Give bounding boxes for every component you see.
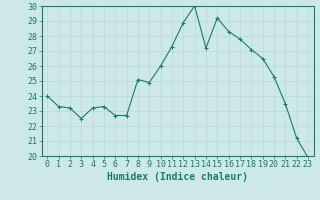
X-axis label: Humidex (Indice chaleur): Humidex (Indice chaleur) (107, 172, 248, 182)
